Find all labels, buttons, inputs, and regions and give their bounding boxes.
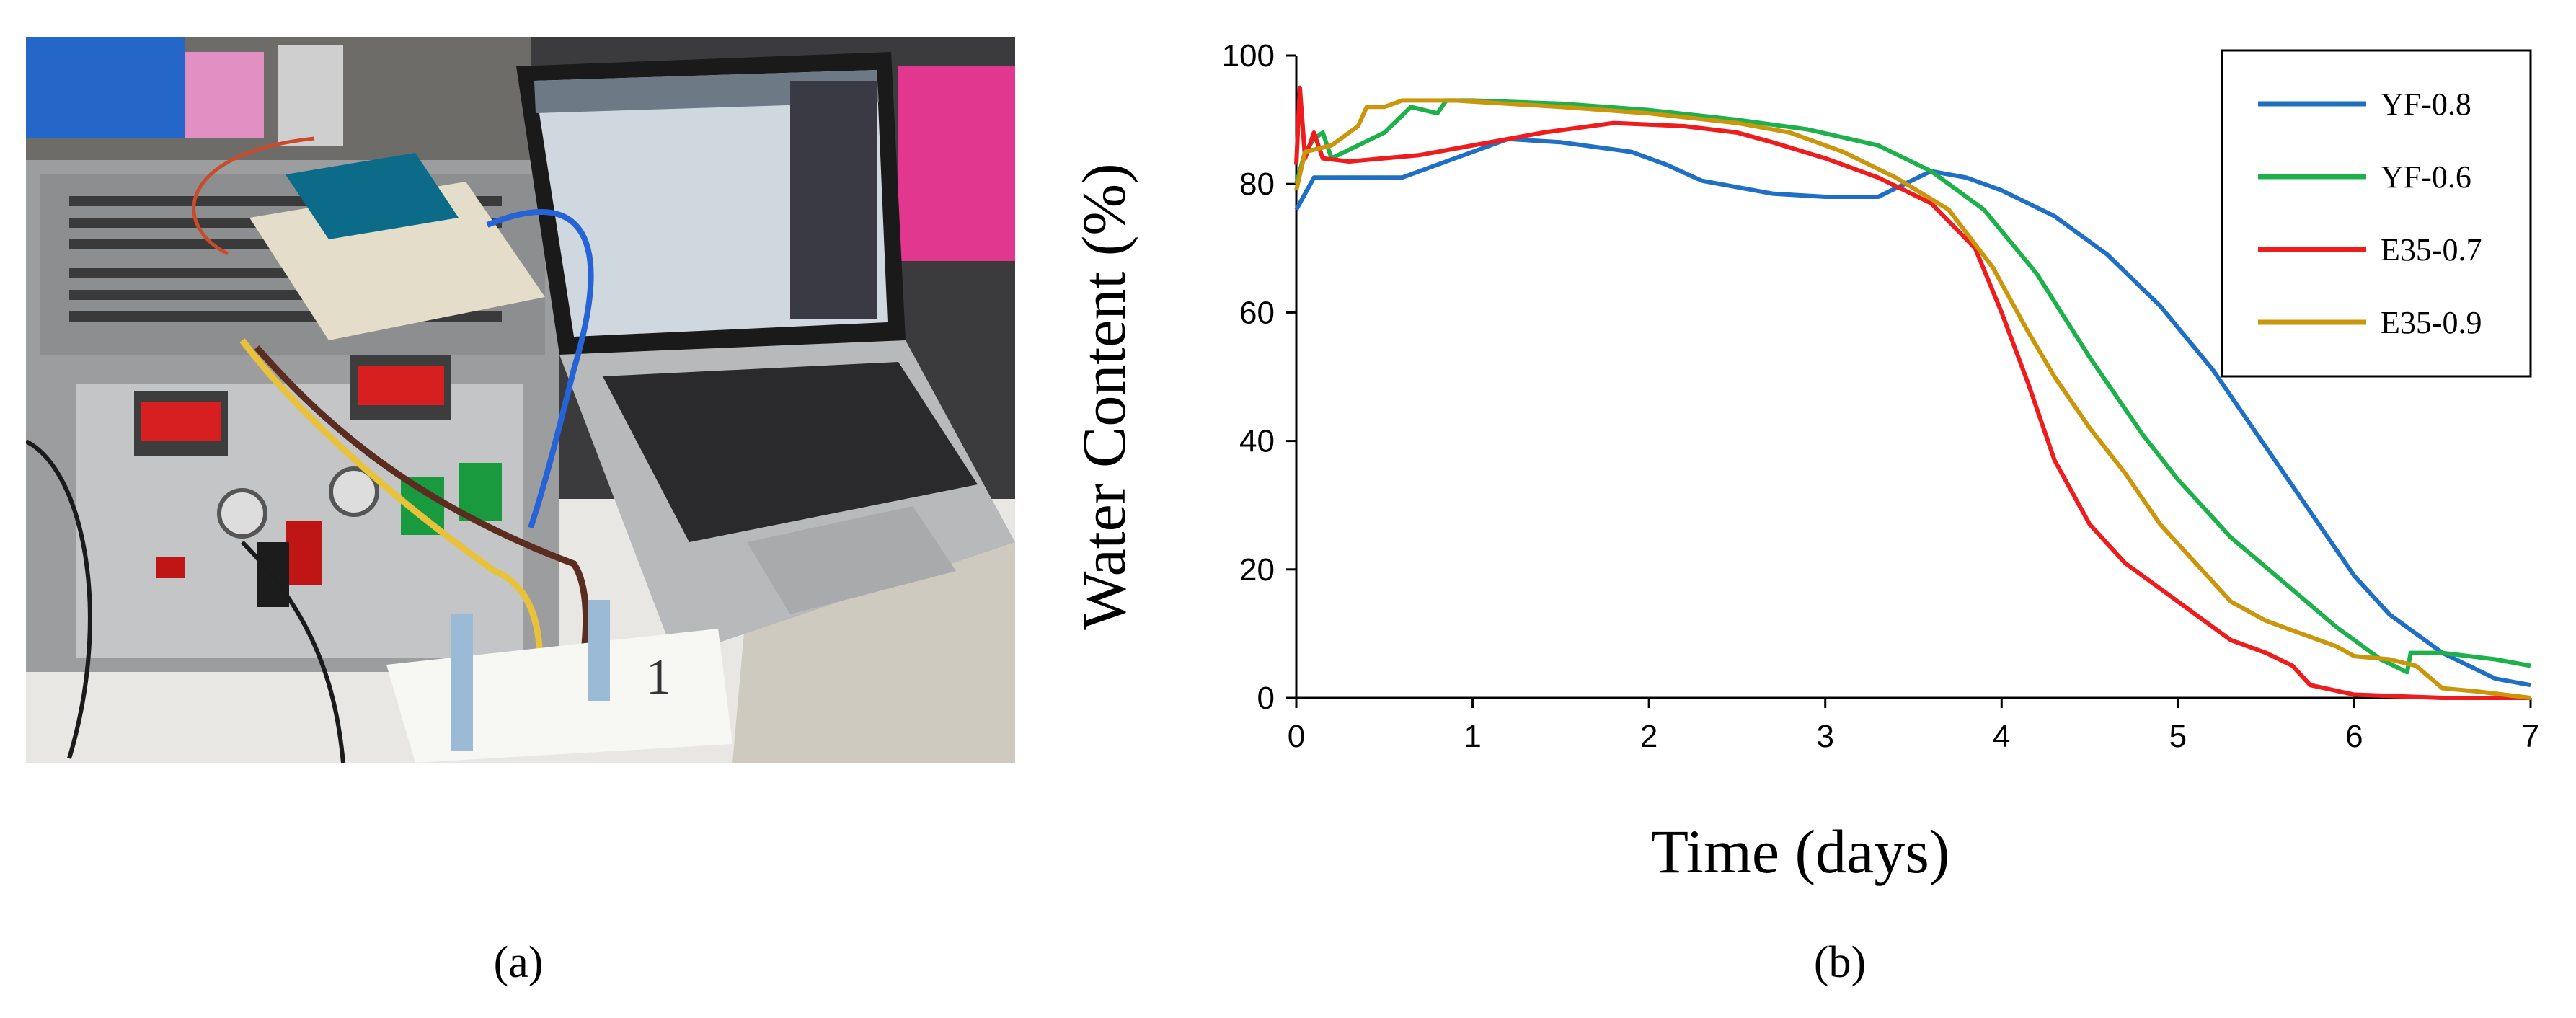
lab-setup-photo: 1 bbox=[26, 37, 1015, 763]
x-tick-label: 2 bbox=[1640, 719, 1657, 754]
x-tick-label: 4 bbox=[1993, 719, 2010, 754]
legend-label: E35-0.7 bbox=[2381, 232, 2482, 267]
legend-box bbox=[2221, 49, 2532, 378]
legend-label: YF-0.6 bbox=[2381, 159, 2471, 195]
y-tick-label: 20 bbox=[1239, 552, 1275, 588]
chart-series-lines bbox=[1294, 85, 2531, 700]
chart-legend: YF-0.8 YF-0.6 E35-0.7 E35-0.9 bbox=[2221, 49, 2532, 378]
panel-b-caption: (b) bbox=[1813, 938, 1867, 987]
y-axis-ticks: 0 20 40 60 80 100 bbox=[1222, 38, 1296, 716]
series-line-e35-0-9 bbox=[1294, 98, 2531, 700]
x-tick-label: 3 bbox=[1816, 719, 1833, 754]
x-axis-title: Time (days) bbox=[1651, 817, 1950, 886]
legend-label: YF-0.8 bbox=[2381, 87, 2471, 122]
legend-label: E35-0.9 bbox=[2381, 305, 2482, 340]
y-tick-label: 40 bbox=[1239, 424, 1275, 459]
panel-a-caption: (a) bbox=[493, 938, 544, 987]
voltage-display bbox=[141, 402, 221, 441]
y-tick-label: 60 bbox=[1239, 295, 1275, 330]
arduino-board bbox=[286, 153, 459, 239]
y-tick-label: 0 bbox=[1257, 681, 1275, 716]
laptop bbox=[516, 52, 1015, 658]
series-line-e35-0-7 bbox=[1294, 85, 2531, 700]
x-axis-ticks: 0 1 2 3 4 5 6 7 bbox=[1288, 698, 2539, 754]
pink-binder bbox=[898, 66, 1015, 261]
x-tick-label: 6 bbox=[2345, 719, 2363, 754]
handwritten-note: 1 bbox=[646, 650, 671, 705]
current-display bbox=[358, 366, 444, 405]
water-content-chart: 0 1 2 3 4 5 6 7 0 20 40 60 80 100 Time (days) Water … bbox=[1069, 38, 2539, 886]
breadboard bbox=[249, 153, 545, 340]
y-tick-label: 80 bbox=[1239, 167, 1275, 202]
x-tick-label: 7 bbox=[2522, 719, 2539, 754]
x-tick-label: 5 bbox=[2169, 719, 2187, 754]
y-tick-label: 100 bbox=[1222, 38, 1275, 74]
soil-moisture-sensors bbox=[451, 600, 610, 751]
y-axis-title: Water Content (%) bbox=[1069, 163, 1138, 629]
blue-storage-bin bbox=[26, 37, 185, 138]
x-tick-label: 1 bbox=[1464, 719, 1481, 754]
x-tick-label: 0 bbox=[1288, 719, 1305, 754]
